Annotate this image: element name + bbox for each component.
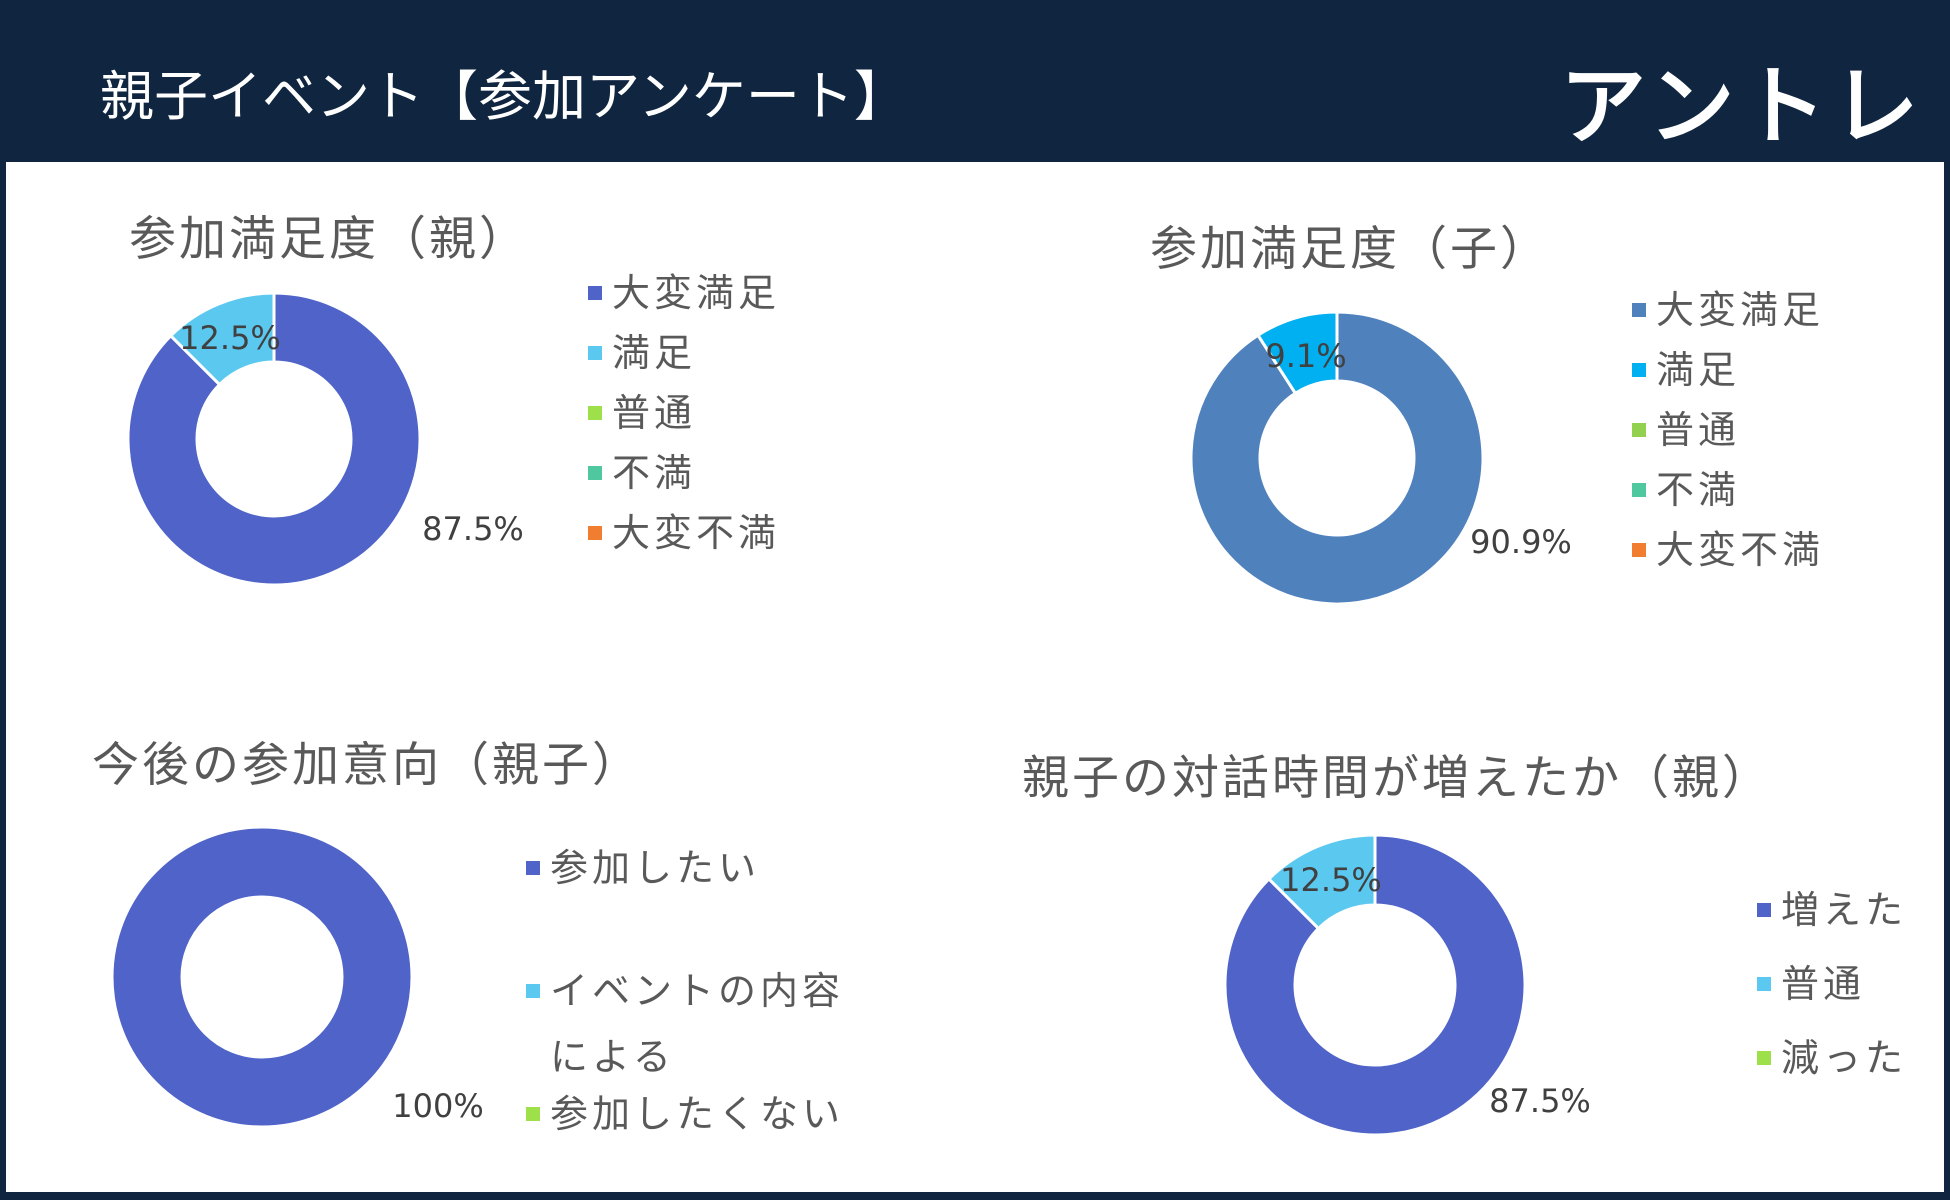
- data-label: 12.5%: [179, 319, 281, 357]
- legend-swatch: [1757, 903, 1771, 917]
- data-label: 87.5%: [1489, 1082, 1591, 1120]
- legend-label: 普通: [1656, 408, 1741, 452]
- slide-title: 親子イベント【参加アンケート】: [100, 65, 908, 128]
- legend-swatch: [1632, 363, 1646, 377]
- donut-slice: [1189, 310, 1485, 606]
- legend-swatch: [1632, 483, 1646, 497]
- donut-slice: [110, 825, 414, 1129]
- data-label: 12.5%: [1280, 861, 1382, 899]
- legend-label: 大変満足: [612, 271, 781, 315]
- legend-swatch: [588, 286, 602, 300]
- legend-label: 大変不満: [612, 511, 781, 555]
- legend-label: 増えた: [1781, 888, 1908, 932]
- legend-swatch: [1757, 1051, 1771, 1065]
- legend-label: 参加したくない: [550, 1092, 845, 1136]
- donut-slice: [126, 291, 422, 587]
- donut-slice: [1255, 310, 1339, 396]
- legend-swatch: [1632, 303, 1646, 317]
- legend-label: イベントの内容による: [550, 969, 845, 1079]
- legend-swatch: [588, 406, 602, 420]
- legend-label: 不満: [1656, 468, 1741, 512]
- data-label: 9.1%: [1265, 337, 1347, 375]
- legend-swatch: [526, 984, 540, 998]
- legend-swatch: [588, 526, 602, 540]
- legend-label: 大変満足: [1656, 288, 1825, 332]
- legend-swatch: [588, 466, 602, 480]
- legend-label: 普通: [1781, 962, 1866, 1006]
- data-label: 100%: [392, 1087, 484, 1125]
- legend-label: 参加したい: [550, 846, 761, 890]
- chart-title: 親子の対話時間が増えたか（親）: [1022, 751, 1772, 806]
- legend-label: 減った: [1781, 1036, 1908, 1080]
- chart-title: 今後の参加意向（親子）: [92, 738, 642, 793]
- legend-swatch: [526, 1107, 540, 1121]
- legend-swatch: [1632, 543, 1646, 557]
- donut-slice: [1266, 833, 1377, 931]
- legend-label: 満足: [612, 331, 697, 375]
- data-label: 90.9%: [1470, 523, 1572, 561]
- data-label: 87.5%: [422, 510, 524, 548]
- legend-swatch: [1757, 977, 1771, 991]
- chart-title: 参加満足度（親）: [129, 212, 529, 267]
- legend-swatch: [1632, 423, 1646, 437]
- legend-swatch: [526, 861, 540, 875]
- donut-slice: [1223, 833, 1527, 1137]
- legend-label: 普通: [612, 391, 697, 435]
- chart-title: 参加満足度（子）: [1150, 222, 1550, 277]
- legend-label: 満足: [1656, 348, 1741, 392]
- legend-label: 大変不満: [1656, 528, 1825, 572]
- donut-slice: [168, 291, 276, 387]
- logo: アントレ: [1560, 57, 1925, 157]
- legend-swatch: [588, 346, 602, 360]
- legend-label: 不満: [612, 451, 697, 495]
